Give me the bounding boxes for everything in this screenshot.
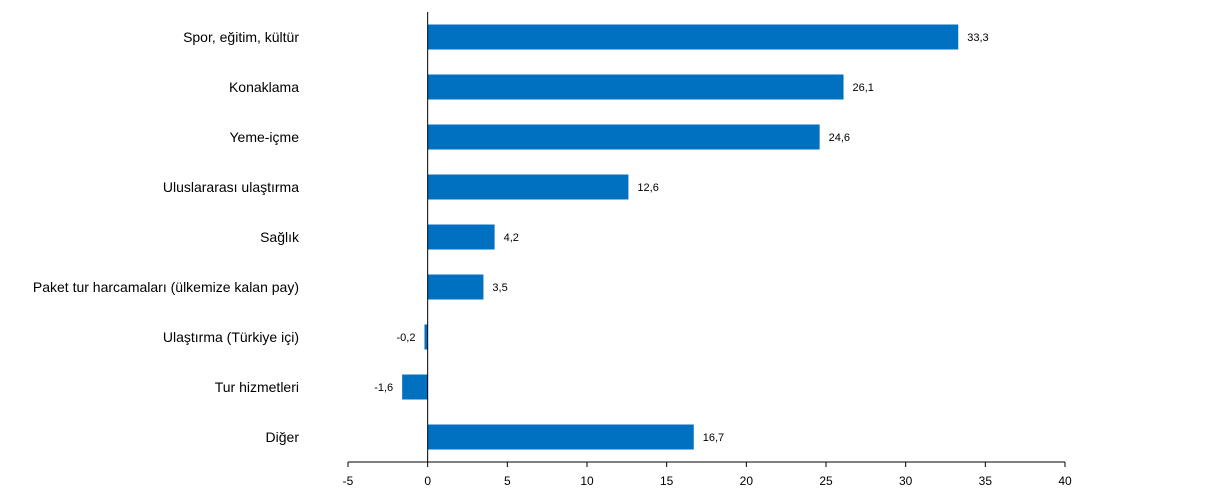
bar [427,224,495,250]
bar [427,74,844,100]
axis-layer: -5 0 5 10 15 20 25 30 35 40 [343,12,1072,488]
data-label: 16,7 [703,432,724,444]
data-label: -0,2 [397,332,416,344]
category-label: Diğer [266,429,300,445]
x-tick-label: 5 [504,474,511,488]
labels-layer: Spor, eğitim, kültür 33,3 Konaklama 26,1 Yem… [33,29,989,445]
bar [427,124,820,150]
bar [424,324,428,350]
data-label: 33,3 [967,32,988,44]
category-label: Ulaştırma (Türkiye içi) [163,329,299,345]
data-label: -1,6 [374,382,393,394]
x-tick-label: 40 [1058,474,1072,488]
x-tick-label: 0 [424,474,431,488]
bar [427,24,959,50]
data-label: 26,1 [853,82,874,94]
x-tick-label: 35 [979,474,993,488]
bar [427,174,629,200]
bar [427,424,694,450]
category-label: Yeme-içme [229,129,299,145]
data-label: 12,6 [637,182,658,194]
bar [402,374,428,400]
x-tick-label: 10 [580,474,594,488]
x-tick-label: -5 [343,474,354,488]
category-label: Uluslararası ulaştırma [163,179,299,195]
category-label: Tur hizmetleri [215,379,299,395]
x-tick-label: 30 [899,474,913,488]
category-label: Paket tur harcamaları (ülkemize kalan pa… [33,279,299,295]
category-label: Sağlık [260,229,300,245]
x-tick-label: 25 [819,474,833,488]
data-label: 24,6 [829,132,850,144]
category-label: Konaklama [229,79,299,95]
x-tick-label: 15 [660,474,674,488]
category-label: Spor, eğitim, kültür [183,29,299,45]
x-tick-label: 20 [740,474,754,488]
bar [427,274,484,300]
bars-layer [402,24,959,450]
data-label: 3,5 [492,282,507,294]
data-label: 4,2 [504,232,519,244]
